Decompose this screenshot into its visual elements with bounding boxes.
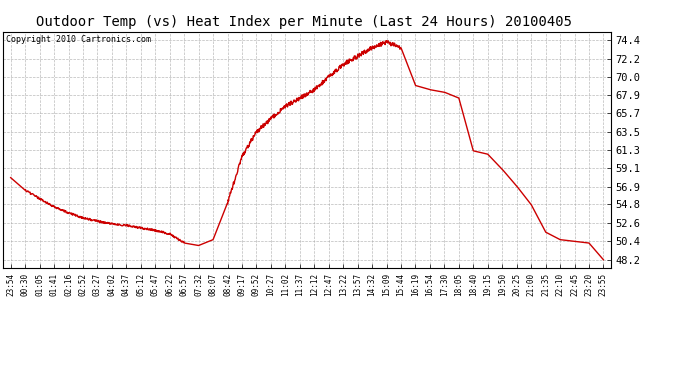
- Text: Outdoor Temp (vs) Heat Index per Minute (Last 24 Hours) 20100405: Outdoor Temp (vs) Heat Index per Minute …: [36, 15, 571, 29]
- Text: Copyright 2010 Cartronics.com: Copyright 2010 Cartronics.com: [6, 35, 152, 44]
